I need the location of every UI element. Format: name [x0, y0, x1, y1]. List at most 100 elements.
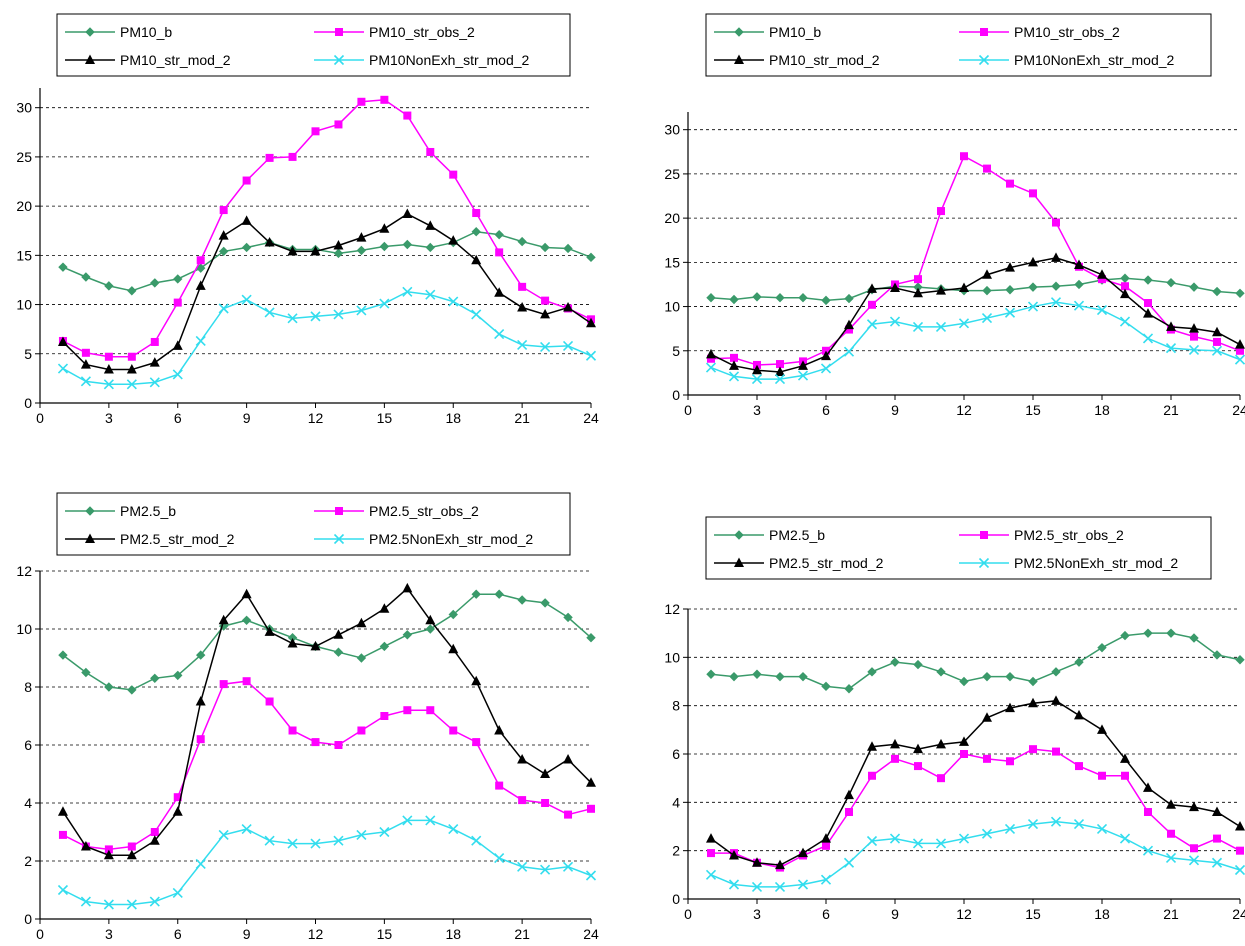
data-point: [982, 285, 992, 296]
data-point: [241, 588, 252, 599]
legend-label: PM10_b: [120, 24, 172, 40]
data-point: [1235, 655, 1245, 665]
data-point: [103, 364, 114, 374]
marker-stroke: [1119, 316, 1131, 327]
data-point: [356, 617, 367, 628]
data-point: [196, 263, 206, 273]
x-tick-label: 0: [36, 410, 44, 426]
x-tick-label: 15: [1025, 402, 1041, 418]
data-point: [196, 256, 205, 265]
data-point: [425, 242, 435, 253]
data-point: [1235, 339, 1245, 349]
legend-marker: [978, 54, 990, 66]
data-point: [103, 899, 114, 910]
data-point: [425, 815, 436, 826]
data-point: [472, 738, 481, 747]
marker-stroke: [287, 313, 298, 324]
data-point: [912, 838, 924, 849]
series-line: [710, 820, 1241, 888]
x-tick-label: 21: [1163, 402, 1179, 418]
data-point: [104, 682, 114, 692]
data-point: [426, 706, 435, 715]
data-point: [540, 598, 550, 608]
legend-marker: [734, 54, 744, 64]
y-tick-label: 20: [16, 198, 32, 214]
marker-stroke: [774, 881, 786, 892]
data-point: [983, 754, 991, 763]
data-point: [149, 357, 160, 367]
marker-stroke: [540, 864, 551, 875]
data-point: [890, 738, 900, 749]
data-point: [426, 147, 435, 156]
marker-stroke: [540, 341, 551, 352]
data-point: [241, 294, 252, 305]
data-point: [219, 206, 228, 215]
data-point: [728, 371, 740, 382]
x-tick-label: 15: [377, 926, 393, 941]
data-point: [80, 896, 91, 907]
data-point: [1051, 695, 1061, 705]
x-tick-label: 9: [243, 410, 251, 426]
data-point: [935, 838, 947, 849]
x-tick-label: 12: [956, 906, 972, 922]
legend-label: PM2.5_str_mod_2: [769, 555, 884, 571]
data-point: [471, 309, 482, 320]
data-point: [1073, 300, 1085, 311]
data-point: [867, 741, 877, 751]
data-point: [1165, 343, 1177, 354]
data-point: [425, 624, 435, 634]
legend-item: PM10_str_obs_2: [959, 24, 1120, 40]
data-point: [333, 629, 344, 639]
legend: PM2.5_b PM2.5_str_obs_2 PM2.5_str_mod_2 PM2…: [56, 492, 571, 556]
legend-item: PM2.5_str_mod_2: [714, 555, 884, 571]
data-point: [518, 796, 527, 805]
marker-stroke: [935, 321, 947, 332]
data-point: [80, 359, 91, 369]
data-point: [1004, 307, 1016, 318]
data-point: [103, 849, 114, 860]
data-point: [494, 853, 505, 864]
data-point: [356, 829, 367, 840]
marker-stroke: [103, 379, 114, 390]
data-point: [494, 725, 505, 735]
data-point: [890, 657, 900, 667]
data-point: [1119, 316, 1131, 327]
y-tick-label: 25: [664, 166, 680, 182]
data-point: [449, 726, 458, 735]
marker-stroke: [728, 879, 740, 890]
data-point: [242, 677, 251, 686]
data-point: [821, 681, 831, 692]
data-point: [586, 777, 596, 787]
legend-marker: [333, 533, 345, 545]
data-point: [310, 640, 321, 651]
series-1: [706, 273, 1245, 306]
x-tick-label: 9: [243, 926, 251, 941]
legend-label: PM10NonExh_str_mod_2: [1014, 52, 1175, 68]
marker-stroke: [889, 316, 901, 327]
data-point: [563, 302, 574, 312]
series-line: [710, 700, 1241, 866]
data-point: [196, 650, 206, 660]
data-point: [494, 329, 505, 340]
data-point: [1097, 724, 1107, 734]
data-point: [149, 896, 160, 907]
data-point: [172, 806, 183, 816]
data-point: [1029, 745, 1037, 754]
legend-item: PM2.5_b: [65, 503, 176, 519]
data-point: [541, 799, 550, 807]
marker-stroke: [820, 363, 832, 374]
x-tick-label: 18: [445, 926, 461, 941]
data-point: [379, 223, 390, 233]
data-point: [868, 300, 876, 309]
data-point: [1144, 299, 1152, 308]
y-tick-label: 0: [24, 395, 32, 411]
data-point: [402, 208, 413, 218]
chart-panel-2: 0 5 10 15 20 25 30 0 3 6 9 12 15 18 21 24 PM10_b PM10_str…: [664, 13, 1245, 418]
data-point: [1213, 337, 1221, 346]
chart-panel-1: 0 5 10 15 20 25 30 0 3 6 9 12 15 18 21 24 PM10_b PM10_str…: [16, 13, 599, 426]
data-point: [218, 246, 229, 257]
marker-stroke: [425, 289, 436, 300]
y-tick-label: 4: [672, 794, 680, 810]
data-point: [1236, 846, 1244, 855]
